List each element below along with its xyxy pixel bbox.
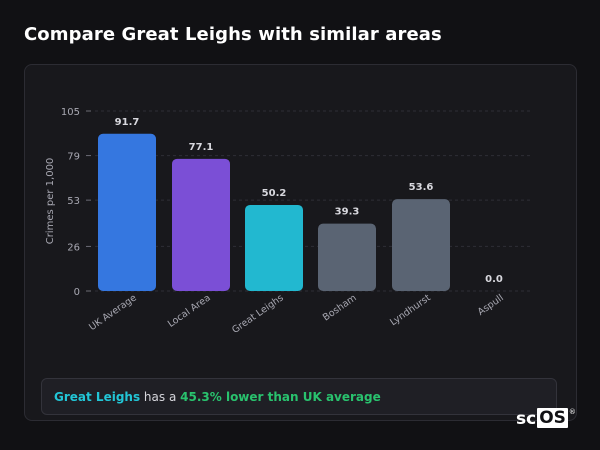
bar-bosham bbox=[318, 223, 376, 291]
summary-difference: 45.3% lower than UK average bbox=[180, 389, 381, 404]
brand-registered-mark: ® bbox=[568, 408, 576, 416]
summary-text: has a bbox=[143, 389, 177, 404]
bar-uk-average bbox=[98, 133, 156, 291]
x-tick-label: Great Leighs bbox=[230, 292, 286, 336]
bar-value-label: 53.6 bbox=[409, 182, 434, 193]
summary-box: Great Leighs has a 45.3% lower than UK a… bbox=[41, 378, 557, 415]
y-tick-label: 0 bbox=[74, 287, 80, 298]
y-axis-label: Crimes per 1,000 bbox=[45, 158, 56, 245]
y-tick-label: 79 bbox=[67, 152, 80, 163]
x-tick-label: Aspull bbox=[476, 292, 506, 318]
bar-value-label: 50.2 bbox=[262, 188, 287, 199]
brand-logo-text-os: OS bbox=[537, 408, 568, 428]
summary-place: Great Leighs bbox=[54, 389, 141, 404]
x-tick-label: UK Average bbox=[87, 292, 139, 333]
x-tick-label: Bosham bbox=[321, 292, 359, 323]
brand-logo-text-sc: sc bbox=[516, 409, 537, 429]
brand-logo: sc OS ® bbox=[516, 408, 576, 430]
bar-value-label: 91.7 bbox=[115, 117, 140, 128]
bar-value-label: 77.1 bbox=[189, 142, 214, 153]
bar-lyndhurst bbox=[392, 199, 450, 291]
page-title: Compare Great Leighs with similar areas bbox=[24, 24, 442, 45]
y-tick-label: 53 bbox=[67, 196, 80, 207]
bar-value-label: 0.0 bbox=[485, 274, 503, 285]
bar-great-leighs bbox=[245, 204, 303, 291]
y-tick-label: 105 bbox=[61, 107, 80, 118]
bar-value-label: 39.3 bbox=[335, 207, 360, 218]
y-tick-label: 26 bbox=[67, 242, 80, 253]
x-tick-label: Lyndhurst bbox=[388, 292, 433, 328]
bar-local-area bbox=[172, 158, 230, 291]
x-tick-label: Local Area bbox=[166, 292, 213, 329]
